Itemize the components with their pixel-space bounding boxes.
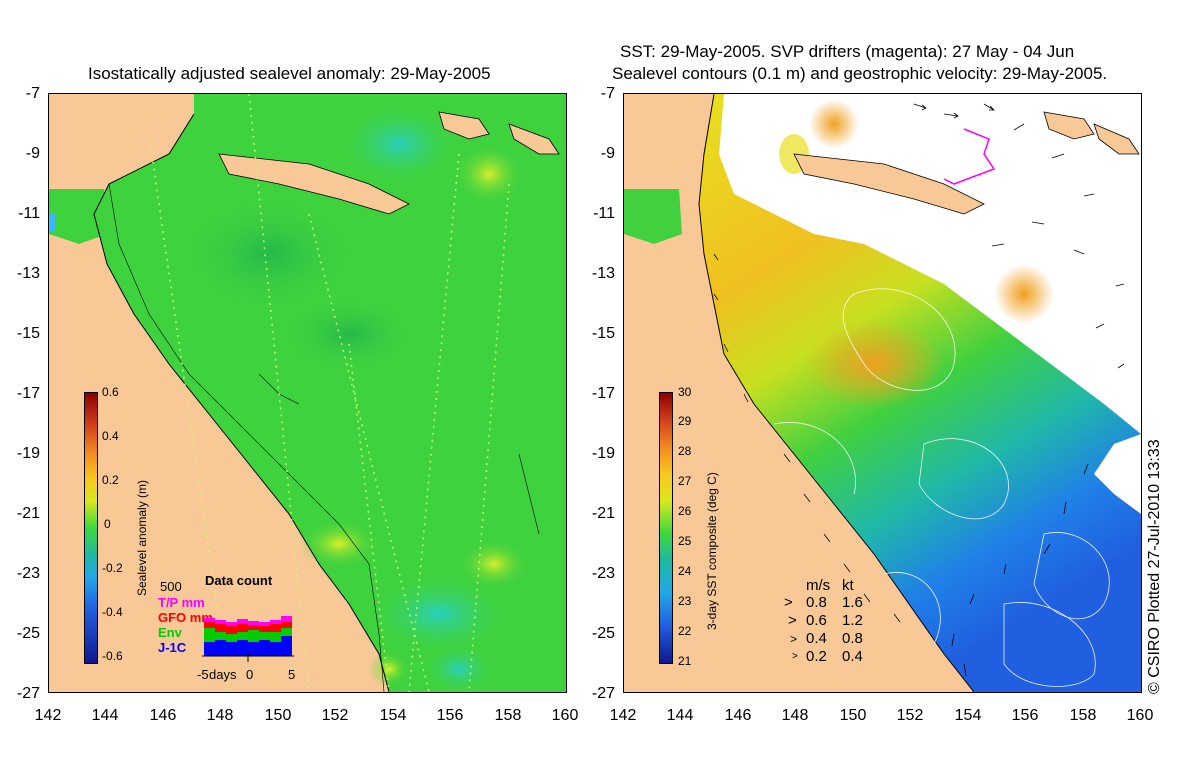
cb-tick: -0.4 — [102, 605, 123, 619]
right-map-graphic — [624, 94, 1141, 692]
velocity-row-kt: 0.4 — [842, 648, 863, 665]
legend-tp: T/P mm — [158, 595, 205, 610]
sst-cb-tick: 29 — [678, 414, 692, 428]
left-y-tick: -25 — [16, 625, 40, 642]
data-count-axis-unit: days — [209, 667, 237, 682]
right-y-tick: -23 — [591, 565, 615, 582]
velocity-row-ms: 0.8 — [806, 594, 827, 611]
right-x-tick: 158 — [1069, 707, 1097, 724]
sst-cb-tick: 26 — [678, 504, 692, 518]
data-count-axis-start: -5 — [197, 667, 209, 682]
left-y-tick: -7 — [25, 85, 40, 102]
right-x-tick: 160 — [1126, 707, 1154, 724]
sst-cb-tick: 25 — [678, 534, 692, 548]
velocity-header-kt: kt — [842, 577, 854, 594]
right-y-tick: -25 — [591, 625, 615, 642]
left-x-tick: 142 — [34, 707, 62, 724]
cb-tick: 0.2 — [102, 473, 119, 487]
csiro-credit: © CSIRO Plotted 27-Jul-2010 13:33 — [1146, 439, 1163, 694]
sst-cb-tick: 21 — [678, 654, 692, 668]
right-y-tick: -7 — [600, 85, 615, 102]
right-x-tick: 152 — [896, 707, 924, 724]
right-x-tick: 142 — [609, 707, 637, 724]
legend-j1c: J-1C — [158, 640, 187, 655]
velocity-arrow-icon: > — [792, 651, 798, 662]
left-y-tick: -27 — [16, 685, 40, 702]
right-y-tick: -15 — [591, 325, 615, 342]
legend-env: Env — [158, 625, 182, 640]
data-count-max: 500 — [160, 579, 182, 594]
data-count-title: Data count — [205, 573, 273, 588]
right-x-tick: 156 — [1011, 707, 1039, 724]
left-y-tick: -13 — [16, 265, 40, 282]
left-y-tick: -19 — [16, 445, 40, 462]
left-x-tick: 148 — [206, 707, 234, 724]
right-sst-map — [623, 93, 1142, 693]
left-x-tick: 152 — [321, 707, 349, 724]
left-x-tick: 154 — [379, 707, 407, 724]
sst-cb-tick: 27 — [678, 474, 692, 488]
sst-cb-tick: 24 — [678, 564, 692, 578]
left-x-tick: 156 — [436, 707, 464, 724]
right-panel-title-line2: Sealevel contours (0.1 m) and geostrophi… — [612, 64, 1108, 83]
right-panel-title-line1: SST: 29-May-2005. SVP drifters (magenta)… — [620, 42, 1075, 61]
right-y-tick: -13 — [591, 265, 615, 282]
velocity-header-ms: m/s — [806, 577, 831, 594]
right-y-tick: -17 — [591, 385, 615, 402]
velocity-row-kt: 1.6 — [842, 594, 863, 611]
data-count-axis-mid: 0 — [246, 667, 254, 682]
cb-tick: 0.6 — [102, 385, 119, 399]
right-x-tick: 150 — [839, 707, 867, 724]
cb-tick: -0.6 — [102, 649, 123, 663]
left-map-graphic — [49, 94, 566, 692]
cb-tick: 0.4 — [102, 429, 119, 443]
left-x-tick: 146 — [149, 707, 177, 724]
left-x-tick: 158 — [494, 707, 522, 724]
sst-cb-tick: 23 — [678, 594, 692, 608]
right-y-tick: -19 — [591, 445, 615, 462]
cb-tick: 0 — [104, 517, 111, 531]
left-x-tick: 144 — [91, 707, 119, 724]
velocity-arrow-icon: > — [784, 594, 793, 611]
sst-cb-tick: 30 — [678, 385, 692, 399]
left-panel-title: Isostatically adjusted sealevel anomaly:… — [88, 64, 491, 83]
velocity-arrow-icon: > — [790, 632, 798, 646]
left-y-tick: -23 — [16, 565, 40, 582]
velocity-row-ms: 0.2 — [806, 648, 827, 665]
sst-colorbar-label: 3-day SST composite (deg C) — [705, 472, 719, 630]
left-y-tick: -21 — [16, 505, 40, 522]
velocity-arrow-icon: > — [788, 612, 797, 629]
velocity-row-kt: 0.8 — [842, 630, 863, 647]
left-y-tick: -17 — [16, 385, 40, 402]
cb-tick: -0.2 — [102, 561, 123, 575]
left-y-tick: -11 — [18, 205, 40, 222]
left-x-tick: 160 — [551, 707, 579, 724]
right-x-tick: 144 — [666, 707, 694, 724]
velocity-row-ms: 0.6 — [806, 612, 827, 629]
sst-cb-tick: 28 — [678, 444, 692, 458]
sst-cb-tick: 22 — [678, 624, 692, 638]
right-x-tick: 148 — [781, 707, 809, 724]
velocity-row-kt: 1.2 — [842, 612, 863, 629]
sst-colorbar — [659, 392, 673, 664]
left-y-tick: -15 — [16, 325, 40, 342]
left-y-tick: -9 — [25, 145, 40, 162]
right-x-tick: 146 — [724, 707, 752, 724]
right-y-tick: -9 — [600, 145, 615, 162]
right-y-tick: -21 — [591, 505, 615, 522]
sealevel-colorbar-label: Sealevel anomaly (m) — [135, 479, 149, 596]
sealevel-colorbar — [84, 392, 98, 664]
left-x-tick: 150 — [264, 707, 292, 724]
right-y-tick: -27 — [591, 685, 615, 702]
velocity-row-ms: 0.4 — [806, 630, 827, 647]
data-count-axis-end: 5 — [288, 667, 296, 682]
right-y-tick: -11 — [593, 205, 615, 222]
right-x-tick: 154 — [954, 707, 982, 724]
left-sealevel-map — [48, 93, 567, 693]
data-count-bars — [202, 616, 294, 662]
legend-gfo: GFO mm — [158, 610, 213, 625]
